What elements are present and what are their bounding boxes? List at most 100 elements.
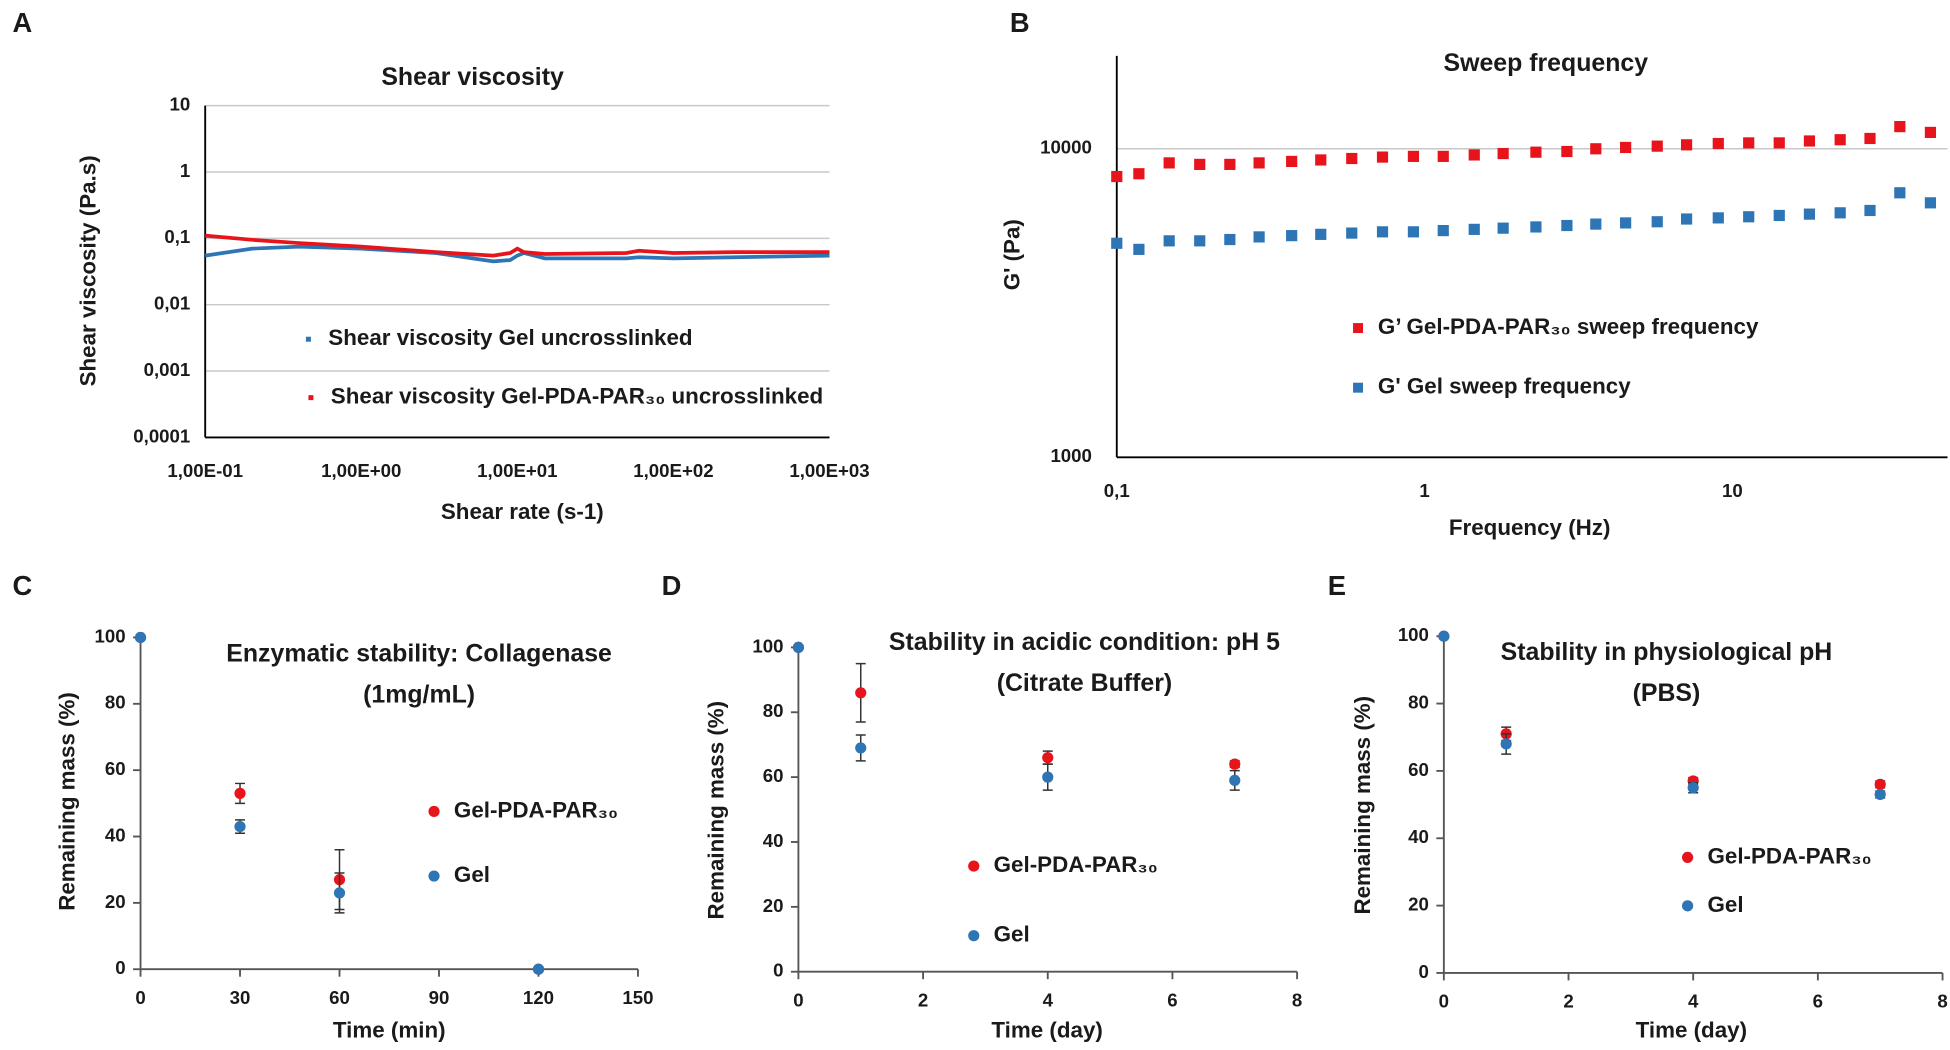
x-tick-label: 1,00E+00 [321,460,401,481]
y-axis-label: Remaining mass (%) [1350,696,1375,915]
point [1042,752,1054,764]
point [1376,151,1389,163]
point [1803,135,1816,147]
point [1133,243,1145,255]
legend-marker [305,336,311,342]
point [1133,168,1145,180]
y-tick-label: 10 [170,94,191,115]
point [1111,170,1123,183]
panel-label: C [13,570,33,601]
y-tick-label: 0,01 [154,293,190,314]
point [1468,149,1480,161]
point [1346,227,1358,239]
x-tick-label: 90 [429,987,450,1008]
point [1253,231,1265,243]
point [1530,146,1542,158]
y-tick-label: 1000 [1050,445,1091,466]
legend-marker [1681,900,1694,912]
y-tick-label: 100 [1398,624,1429,645]
point [1680,139,1693,151]
y-tick-label: 40 [105,824,126,845]
chart-title: (Citrate Buffer) [997,669,1172,697]
x-tick-label: 1,00E+02 [633,460,713,481]
x-tick-label: 1 [1419,480,1429,501]
point [1438,630,1450,642]
panel-label: D [662,570,682,601]
x-tick-label: 8 [1937,991,1947,1012]
legend-label: G' Gel sweep frequency [1378,374,1631,399]
point [1376,226,1389,238]
point [1874,778,1886,790]
point [1803,208,1816,220]
legend-marker [428,870,440,882]
x-tick-label: 1,00E-01 [167,460,243,481]
chart-title: Sweep frequency [1444,49,1649,77]
legend-label: Shear viscosity Gel uncrosslinked [328,325,692,350]
chart-title: Shear viscosity [381,63,564,91]
point [1163,235,1175,247]
x-tick-label: 10 [1722,480,1743,501]
legend-label: Gel-PDA-PAR₃₀ [454,797,618,822]
point [792,641,805,653]
chart-title: Stability in acidic condition: pH 5 [889,628,1280,656]
point [1229,774,1241,786]
chart-title: Stability in physiological pH [1501,638,1833,666]
point [333,887,346,899]
point [1497,147,1509,160]
point [234,820,246,833]
legend-label: Gel [1707,892,1743,917]
legend-marker [428,805,440,818]
x-tick-label: 0,1 [1104,480,1130,501]
point [1687,782,1699,794]
point [1712,137,1724,150]
y-tick-label: 1 [180,160,190,181]
y-axis-label: G' (Pa) [999,219,1024,290]
point [1346,152,1358,165]
y-tick-label: 0,001 [144,359,191,380]
point [1834,207,1846,219]
y-tick-label: 60 [763,765,784,786]
x-tick-label: 6 [1813,991,1823,1012]
point [1286,155,1298,168]
point [1894,121,1906,133]
x-tick-label: 2 [918,989,928,1010]
point [1620,217,1632,229]
y-tick-label: 80 [763,700,784,721]
point [855,687,867,699]
point [1773,137,1785,149]
x-tick-label: 30 [230,987,251,1008]
legend-marker [968,930,980,942]
point [1834,134,1846,146]
point [1680,213,1693,225]
point [1468,223,1480,235]
x-axis-label: Time (day) [1636,1017,1747,1042]
x-tick-label: 1,00E+01 [477,460,557,481]
point [1286,230,1298,242]
legend-marker [1353,323,1364,334]
legend-label: Gel [454,862,490,887]
point [1224,158,1236,170]
y-tick-label: 0,1 [164,226,190,247]
point [234,787,246,799]
legend-marker [1353,382,1364,393]
y-tick-label: 10000 [1040,137,1092,158]
x-tick-label: 8 [1292,989,1302,1010]
point [1111,237,1123,249]
y-tick-label: 80 [1408,691,1429,712]
point [1530,221,1542,233]
point [1407,150,1420,162]
x-axis-label: Shear rate (s-1) [441,499,604,524]
x-axis-label: Time (day) [991,1017,1102,1042]
y-tick-label: 20 [1408,894,1429,915]
x-tick-label: 0 [135,987,145,1008]
legend-marker [1681,851,1694,863]
x-tick-label: 6 [1167,989,1177,1010]
x-tick-label: 150 [622,987,653,1008]
x-tick-label: 60 [329,987,350,1008]
legend-marker [968,860,980,872]
legend-label: Shear viscosity Gel-PDA-PAR₃₀ uncrosslin… [331,384,823,409]
y-tick-label: 20 [763,895,784,916]
y-tick-label: 0 [773,960,783,981]
point [1864,204,1876,217]
point [532,963,545,975]
